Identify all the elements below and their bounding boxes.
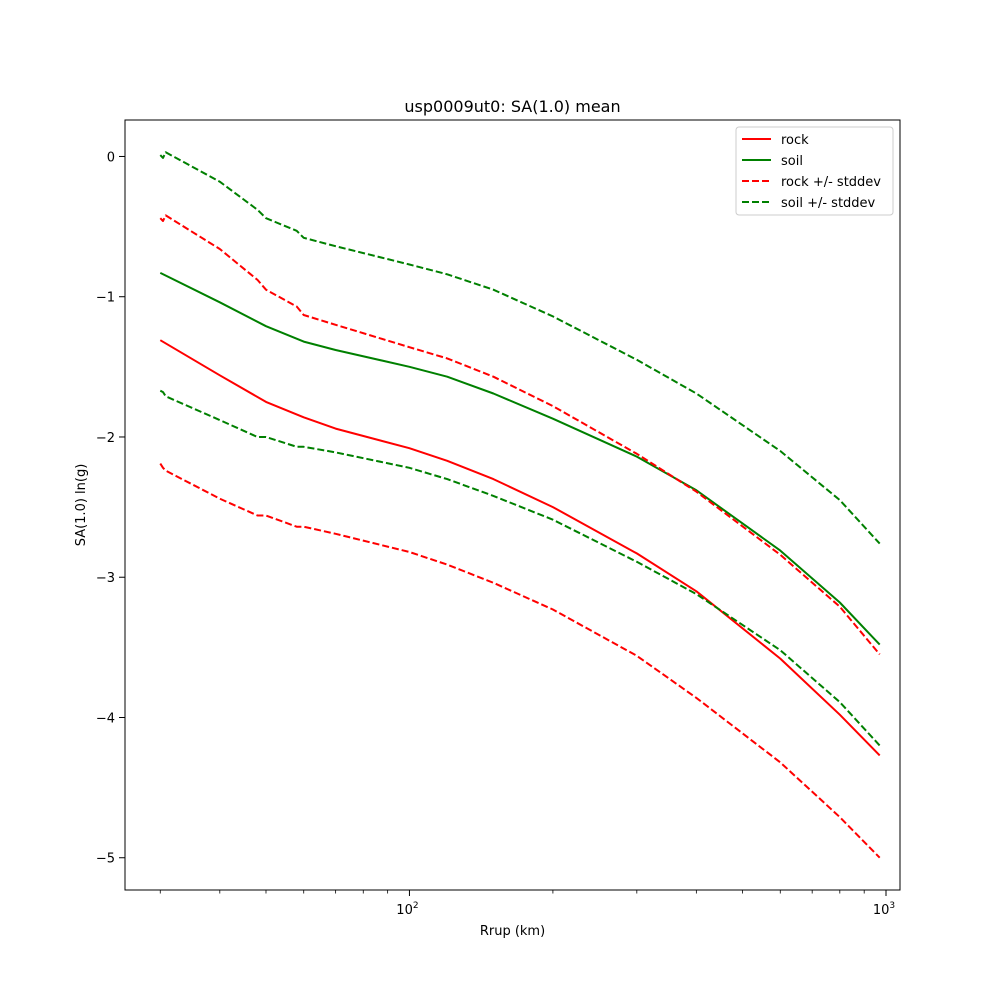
plot-area xyxy=(124,119,901,891)
y-tick-label-3: −2 xyxy=(96,431,115,446)
y-tick-label-5: −4 xyxy=(96,711,115,726)
y-axis-label: SA(1.0) ln(g) xyxy=(74,464,89,547)
y-axis: 0 −1 −2 −3 −4 −5 xyxy=(96,150,125,867)
y-tick-label-2: −1 xyxy=(96,291,115,306)
legend-label-3: rock +/- stddev xyxy=(781,175,881,190)
legend: rock soil rock +/- stddev soil +/- stddev xyxy=(735,126,894,216)
axes-frame xyxy=(124,119,901,891)
x-axis-label: Rrup (km) xyxy=(480,924,545,939)
y-tick-label-1: 0 xyxy=(107,150,115,165)
y-tick-label-4: −3 xyxy=(96,571,115,586)
series-line-6 xyxy=(159,389,881,747)
series-line-1 xyxy=(159,339,881,757)
series-line-5 xyxy=(159,151,881,545)
series-line-3 xyxy=(159,214,881,656)
chart-title: usp0009ut0: SA(1.0) mean xyxy=(404,97,620,116)
axes-background xyxy=(125,120,900,890)
series-group xyxy=(159,151,881,859)
legend-frame xyxy=(735,126,894,216)
legend-label-2: soil xyxy=(781,154,803,169)
x-axis: 102 103 xyxy=(159,890,895,918)
legend-label-1: rock xyxy=(781,133,809,148)
y-tick-label-6: −5 xyxy=(96,852,115,867)
series-line-2 xyxy=(159,272,881,646)
legend-label-4: soil +/- stddev xyxy=(781,196,876,211)
